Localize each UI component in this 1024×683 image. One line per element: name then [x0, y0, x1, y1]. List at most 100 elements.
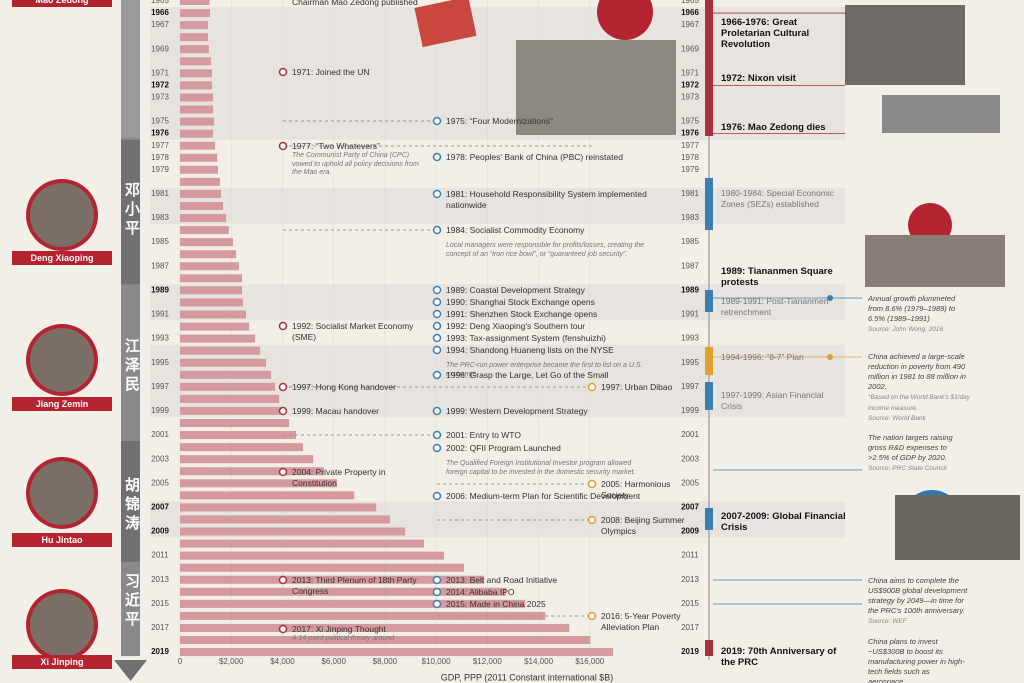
bar: [180, 527, 406, 536]
bar: [180, 69, 213, 78]
y-tick-label-right: 1965: [681, 0, 699, 5]
bar: [180, 45, 209, 54]
timeline-event: 1997-1999: Asian Financial Crisis: [721, 390, 824, 411]
bar: [180, 406, 283, 415]
bar: [180, 611, 546, 620]
y-tick-label: 2009: [151, 527, 169, 536]
y-tick-label: 1967: [151, 20, 169, 29]
y-tick-label: 2005: [151, 478, 169, 487]
bar: [180, 286, 242, 295]
timeline-segment: [705, 640, 713, 656]
y-tick-label-right: 1995: [681, 358, 699, 367]
leader-chinese: 江泽民: [123, 338, 140, 395]
event-text: 2002: QFII Program Launched: [446, 443, 561, 453]
era-segment: [121, 561, 140, 657]
y-tick-label-right: 1975: [681, 117, 699, 126]
timeline-segment: [705, 508, 713, 530]
photo-accent: [597, 0, 653, 40]
source: Source: World Bank: [868, 415, 926, 422]
event-dot: [432, 491, 442, 501]
bar: [180, 310, 247, 319]
bar: [180, 346, 261, 355]
bar: [180, 262, 239, 271]
timeline-event: 1994-1996: “8-7” Plan: [721, 352, 804, 362]
y-tick-label: 1995: [151, 358, 169, 367]
event-text: 1990: Shanghai Stock Exchange opens: [446, 297, 595, 307]
bar: [180, 57, 211, 66]
y-tick-label: 1975: [151, 117, 169, 126]
event-dot: [432, 333, 442, 343]
bar: [180, 563, 465, 572]
x-tick-label: $16,000: [575, 657, 604, 666]
era-segment: [121, 284, 140, 452]
event-text: 1984: Socialist Commodity Economy: [446, 225, 585, 235]
photo: [865, 235, 1005, 287]
y-tick-label: 2001: [151, 430, 169, 439]
bar: [180, 394, 280, 403]
x-tick-label: $8,000: [373, 657, 398, 666]
bar: [180, 382, 276, 391]
bar: [180, 551, 445, 560]
y-tick-label: 1969: [151, 44, 169, 53]
band: [150, 284, 845, 321]
event-text: 2005: Harmonious Society: [601, 479, 671, 500]
bar: [180, 623, 570, 632]
timeline-event: 1976: Mao Zedong dies: [721, 122, 826, 133]
x-tick-label: $10,000: [422, 657, 451, 666]
y-tick-label: 1985: [151, 237, 169, 246]
y-tick-label-right: 2001: [681, 430, 699, 439]
event-note: The Qualified Foreign Institutional Inve…: [446, 460, 636, 476]
event-text: 1977: “Two Whatevers”: [292, 141, 380, 151]
event-text: 1975: “Four Modernizations”: [446, 116, 553, 126]
y-tick-label-right: 1973: [681, 93, 699, 102]
event-dot: [278, 467, 288, 477]
y-tick-label: 1965: [151, 0, 169, 5]
bar: [180, 250, 237, 259]
event-dot: [278, 624, 288, 634]
footnote: *Based on the World Bank's $1/day income…: [868, 394, 971, 412]
y-tick-label-right: 1983: [681, 213, 699, 222]
bar: [180, 587, 507, 596]
bar: [180, 189, 221, 198]
side-note: China achieved a large-scale reduction i…: [868, 352, 966, 391]
leader-name: Mao Zedong: [12, 0, 112, 7]
y-tick-label-right: 1979: [681, 165, 699, 174]
y-tick-label: 1976: [151, 129, 169, 138]
y-tick-label-right: 2017: [681, 623, 699, 632]
note-dot: [827, 295, 833, 301]
event-dot: [432, 406, 442, 416]
bar: [180, 81, 213, 90]
y-tick-label-right: 1981: [681, 189, 699, 198]
y-tick-label: 2011: [151, 551, 169, 560]
y-tick-label: 1966: [151, 8, 169, 17]
leader-chinese: 胡锦涛: [123, 477, 140, 534]
bar: [180, 33, 208, 42]
event-dot: [432, 297, 442, 307]
y-tick-label-right: 1976: [681, 129, 699, 138]
y-tick-label: 1979: [151, 165, 169, 174]
event-dot: [432, 116, 442, 126]
era-segment: [121, 441, 140, 572]
band: [150, 187, 845, 225]
bar: [180, 443, 303, 452]
photo: [895, 495, 1020, 560]
event-dot: [432, 575, 442, 585]
bar: [180, 298, 244, 307]
bar: [180, 153, 218, 162]
bar: [180, 201, 224, 210]
y-tick-label: 2007: [151, 503, 169, 512]
portrait: [30, 461, 94, 525]
y-tick-label-right: 1993: [681, 334, 699, 343]
event-dot: [432, 189, 442, 199]
event-dot: [432, 599, 442, 609]
y-tick-label-right: 1967: [681, 20, 699, 29]
y-tick-label: 1973: [151, 93, 169, 102]
y-tick-label-right: 2005: [681, 478, 699, 487]
bar: [180, 226, 229, 235]
y-tick-label-right: 2019: [681, 647, 699, 656]
x-tick-label: $4,000: [270, 657, 295, 666]
timeline-event: 2019: 70th Anniversary of the PRC: [721, 646, 837, 668]
source: Source: John Wong, 2016: [868, 326, 944, 333]
photo: [882, 95, 1000, 133]
